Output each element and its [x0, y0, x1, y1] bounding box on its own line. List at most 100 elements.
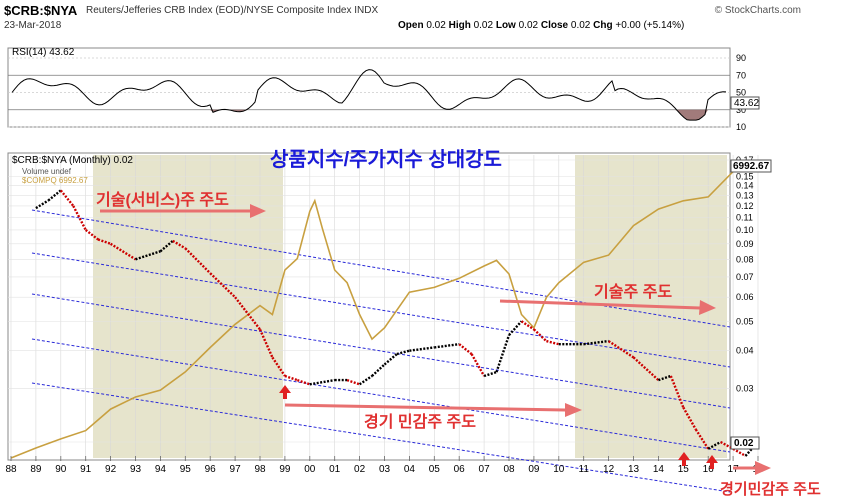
rsi-tick-label: 90	[736, 53, 746, 63]
ratio-segment	[109, 242, 137, 261]
y-tick-label: 0.14	[736, 181, 754, 191]
x-tick-label: 94	[155, 464, 167, 475]
chart-header: $CRB:$NYA Reuters/Jefferies CRB Index (E…	[0, 0, 851, 48]
up-arrow-2017	[706, 455, 718, 469]
x-tick-label: 11	[579, 464, 590, 475]
x-tick-label: 01	[329, 464, 341, 475]
low-label: Low	[495, 20, 516, 31]
ratio-segment	[371, 363, 386, 377]
ratio-last-label: 0.02	[734, 438, 754, 449]
brand-watermark: © StockCharts.com	[714, 5, 801, 16]
x-tick-label: 13	[628, 464, 640, 475]
open-label: Open	[398, 20, 424, 31]
y-tick-label: 0.05	[736, 316, 754, 326]
open-value: 0.02	[426, 20, 446, 31]
arrow-tech	[499, 299, 701, 310]
y-tick-label: 0.13	[736, 190, 754, 200]
ratio-segment	[682, 406, 697, 430]
y-tick-label: 0.15	[736, 171, 754, 181]
x-tick-label: 00	[304, 464, 316, 475]
y-tick-label: 0.07	[736, 272, 754, 282]
compq-line	[10, 162, 759, 459]
arrowhead-cyclical-bottom	[755, 461, 771, 475]
y-tick-label: 0.03	[736, 384, 754, 394]
x-tick-label: 97	[230, 464, 242, 475]
y-tick-label: 0.12	[736, 201, 754, 211]
arrow-cyclical	[284, 403, 566, 412]
y-tick-label: 0.08	[736, 254, 754, 264]
x-tick-label: 98	[254, 464, 266, 475]
ratio-segment	[97, 238, 111, 245]
annotation-cyclical-bottom: 경기민감주 주도	[720, 480, 821, 498]
trend-channel-line	[31, 293, 731, 409]
rsi-panel: 90 70 50 30 10 RSI(14) 43.62 43.62	[7, 47, 760, 132]
legend-main: $CRB:$NYA (Monthly) 0.02	[12, 155, 133, 166]
ratio-segment	[409, 346, 435, 352]
ratio-segment	[346, 378, 360, 386]
x-tick-label: 04	[404, 464, 416, 475]
close-value: 0.02	[570, 20, 591, 31]
annotation-cyclical: 경기 민감주 주도	[364, 412, 476, 431]
arrowhead-cyclical	[565, 403, 582, 417]
ratio-segment	[309, 378, 335, 386]
up-arrow-2000	[279, 385, 291, 399]
ratio-segment	[209, 272, 236, 299]
low-value: 0.02	[518, 20, 539, 31]
x-tick-label: 03	[379, 464, 391, 475]
annotations: 상품지수/주가지수 상대강도 기술(서비스)주 주도 기술주 주도 경기 민감주…	[96, 148, 821, 498]
ratio-segment	[707, 440, 722, 450]
ratio-segment	[383, 353, 398, 366]
x-tick-label: 89	[30, 464, 42, 475]
ratio-segment	[520, 320, 535, 331]
ratio-segment	[258, 328, 274, 358]
x-tick-label: 07	[479, 464, 491, 475]
rsi-current-value: 43.62	[734, 98, 759, 109]
ratio-segment	[732, 447, 747, 457]
x-tick-label: 96	[205, 464, 217, 475]
x-tick-label: 10	[553, 464, 565, 475]
y-tick-label: 0.06	[736, 292, 754, 302]
ratio-segment	[72, 205, 87, 231]
ratio-segment	[296, 378, 311, 386]
high-label: High	[448, 20, 471, 31]
main-panel: 0.170.150.140.130.120.110.100.090.080.07…	[5, 152, 772, 493]
compq-last-label: 6992.67	[733, 161, 770, 172]
trend-channel-line	[31, 338, 731, 453]
ratio-segment	[508, 320, 523, 336]
up-arrow-2016	[678, 452, 690, 466]
x-tick-label: 91	[80, 464, 92, 475]
ratio-segment	[184, 247, 212, 275]
ratio-segment	[84, 228, 99, 241]
annotation-tech-service: 기술(서비스)주 주도	[96, 191, 229, 209]
x-tick-label: 90	[55, 464, 67, 475]
x-tick-label: 14	[653, 464, 665, 475]
chg-value: +0.00 (+5.14%)	[615, 20, 685, 31]
annotation-title: 상품지수/주가지수 상대강도	[270, 148, 502, 171]
ratio-segment	[135, 250, 161, 261]
x-tick-label: 12	[603, 464, 615, 475]
legend-compq: $COMPQ 6992.67	[22, 176, 88, 185]
symbol-description: Reuters/Jefferies CRB Index (EOD)/NYSE C…	[86, 5, 379, 16]
legend-volume: Volume undef	[22, 167, 72, 176]
x-tick-label: 06	[454, 464, 466, 475]
trend-channel-line	[31, 209, 731, 328]
high-value: 0.02	[473, 20, 494, 31]
ratio-segment	[669, 375, 685, 408]
rsi-tick-label: 50	[736, 88, 746, 98]
x-tick-label: 08	[503, 464, 515, 475]
x-tick-label: 02	[354, 464, 366, 475]
arrowhead-tech	[699, 300, 716, 315]
y-tick-label: 0.09	[736, 239, 754, 249]
y-tick-label: 0.11	[736, 212, 753, 222]
ratio-segment	[546, 339, 560, 346]
ratio-segment	[396, 349, 410, 356]
annotation-tech: 기술주 주도	[594, 283, 672, 301]
ratio-segment	[495, 334, 511, 373]
ratio-segment	[658, 374, 672, 382]
ratio-segment	[632, 356, 660, 381]
ratio-segment	[159, 239, 174, 253]
x-tick-label: 93	[130, 464, 142, 475]
close-label: Close	[540, 20, 569, 31]
x-tick-label: 15	[678, 464, 690, 475]
